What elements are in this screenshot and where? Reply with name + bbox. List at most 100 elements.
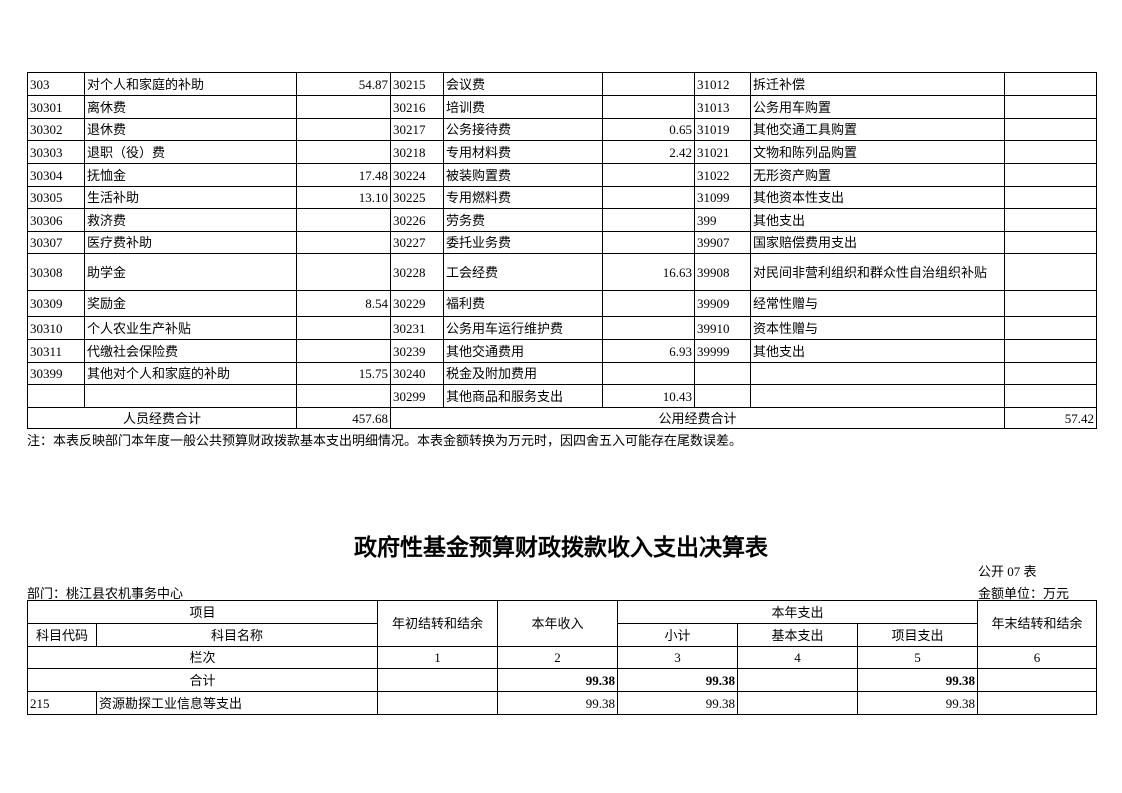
item-name: 其他商品和服务支出 xyxy=(443,384,603,408)
header: 基本支出 xyxy=(737,623,858,647)
code: 30231 xyxy=(390,316,444,340)
column-number: 5 xyxy=(857,646,978,669)
amount: 99.38 xyxy=(617,691,738,715)
amount xyxy=(296,118,391,141)
item-name: 资源勘探工业信息等支出 xyxy=(96,691,378,715)
amount: 16.63 xyxy=(602,253,695,291)
item-name: 专用材料费 xyxy=(443,140,603,164)
code: 39907 xyxy=(694,231,751,254)
code: 303 xyxy=(27,72,85,96)
code: 30239 xyxy=(390,339,444,363)
code: 30309 xyxy=(27,290,85,317)
amount: 54.87 xyxy=(296,72,391,96)
code: 30227 xyxy=(390,231,444,254)
header: 年末结转和结余 xyxy=(977,600,1097,647)
item-name: 资本性赠与 xyxy=(750,316,1005,340)
code: 31012 xyxy=(694,72,751,96)
header: 本年支出 xyxy=(617,600,978,624)
code xyxy=(27,384,85,408)
item-name: 个人农业生产补贴 xyxy=(84,316,297,340)
item-name: 公务用车购置 xyxy=(750,95,1005,119)
amount xyxy=(296,253,391,291)
code: 30228 xyxy=(390,253,444,291)
amount xyxy=(1004,163,1097,187)
code: 30217 xyxy=(390,118,444,141)
header: 科目代码 xyxy=(27,623,97,647)
note: 注：本表反映部门本年度一般公共预算财政拨款基本支出明细情况。本表金额转换为万元时… xyxy=(27,433,743,448)
amount: 15.75 xyxy=(296,362,391,385)
item-name: 离休费 xyxy=(84,95,297,119)
total-value: 99.38 xyxy=(617,668,738,692)
amount xyxy=(377,691,498,715)
item-name: 助学金 xyxy=(84,253,297,291)
amount xyxy=(1004,186,1097,209)
code: 31013 xyxy=(694,95,751,119)
code: 30224 xyxy=(390,163,444,187)
column-number: 4 xyxy=(737,646,858,669)
amount xyxy=(296,339,391,363)
amount xyxy=(296,140,391,164)
total-value: 57.42 xyxy=(1004,407,1097,429)
amount: 0.65 xyxy=(602,118,695,141)
amount xyxy=(296,316,391,340)
item-name: 无形资产购置 xyxy=(750,163,1005,187)
department: 部门：桃江县农机事务中心 xyxy=(27,586,184,601)
code: 30308 xyxy=(27,253,85,291)
code xyxy=(694,362,751,385)
amount xyxy=(1004,339,1097,363)
item-name: 委托业务费 xyxy=(443,231,603,254)
amount: 8.54 xyxy=(296,290,391,317)
amount xyxy=(296,95,391,119)
item-name: 公务接待费 xyxy=(443,118,603,141)
item-name: 培训费 xyxy=(443,95,603,119)
code xyxy=(694,384,751,408)
amount xyxy=(1004,384,1097,408)
total-label: 公用经费合计 xyxy=(390,407,1005,429)
header: 年初结转和结余 xyxy=(377,600,498,647)
item-name: 文物和陈列品购置 xyxy=(750,140,1005,164)
item-name: 专用燃料费 xyxy=(443,186,603,209)
amount xyxy=(1004,95,1097,119)
item-name: 公务用车运行维护费 xyxy=(443,316,603,340)
table-number: 公开 07 表 xyxy=(978,564,1037,579)
item-name: 经常性赠与 xyxy=(750,290,1005,317)
code: 30225 xyxy=(390,186,444,209)
code: 30305 xyxy=(27,186,85,209)
item-name: 对个人和家庭的补助 xyxy=(84,72,297,96)
header: 项目 xyxy=(27,600,378,624)
code: 215 xyxy=(27,691,97,715)
amount xyxy=(602,163,695,187)
amount: 13.10 xyxy=(296,186,391,209)
item-name: 救济费 xyxy=(84,208,297,232)
total-value: 457.68 xyxy=(296,407,391,429)
amount: 2.42 xyxy=(602,140,695,164)
item-name: 拆迁补偿 xyxy=(750,72,1005,96)
code: 30299 xyxy=(390,384,444,408)
item-name: 代缴社会保险费 xyxy=(84,339,297,363)
item-name: 退休费 xyxy=(84,118,297,141)
amount: 17.48 xyxy=(296,163,391,187)
code: 30311 xyxy=(27,339,85,363)
item-name: 劳务费 xyxy=(443,208,603,232)
amount xyxy=(1004,208,1097,232)
item-name xyxy=(750,362,1005,385)
amount xyxy=(1004,362,1097,385)
code: 30310 xyxy=(27,316,85,340)
item-name: 国家赔偿费用支出 xyxy=(750,231,1005,254)
total-value xyxy=(977,668,1097,692)
column-number: 3 xyxy=(617,646,738,669)
code: 30306 xyxy=(27,208,85,232)
amount xyxy=(296,208,391,232)
code: 39908 xyxy=(694,253,751,291)
item-name: 其他交通工具购置 xyxy=(750,118,1005,141)
item-name: 工会经费 xyxy=(443,253,603,291)
amount xyxy=(602,72,695,96)
code: 30301 xyxy=(27,95,85,119)
code: 39999 xyxy=(694,339,751,363)
amount xyxy=(977,691,1097,715)
amount xyxy=(602,95,695,119)
total-label: 合计 xyxy=(27,668,378,692)
unit: 金额单位：万元 xyxy=(978,586,1070,601)
item-name: 奖励金 xyxy=(84,290,297,317)
item-name: 被装购置费 xyxy=(443,163,603,187)
